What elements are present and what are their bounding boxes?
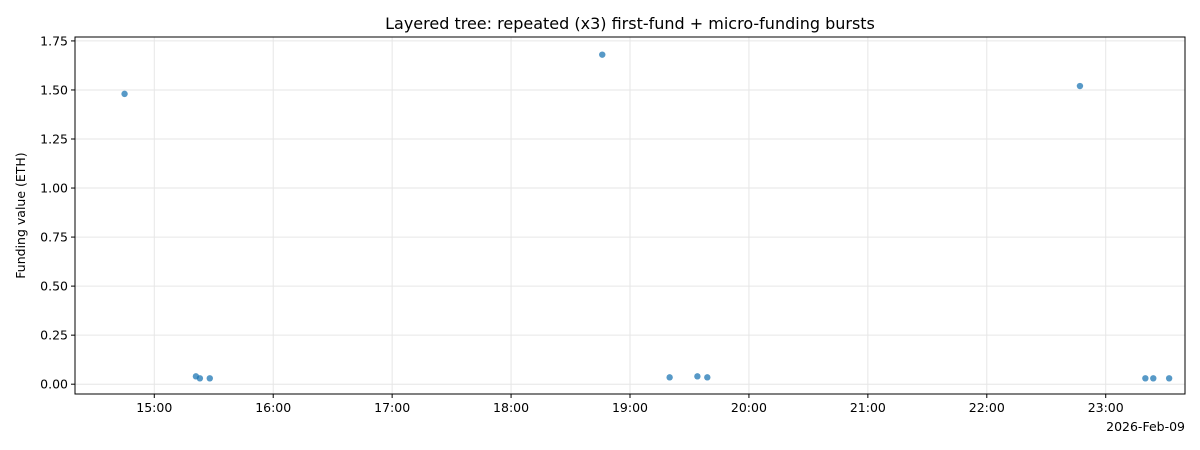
y-tick-label: 1.25 (40, 132, 68, 147)
x-tick-label: 17:00 (374, 400, 410, 415)
data-point (1150, 375, 1157, 382)
data-point (704, 374, 711, 381)
grid-lines (75, 37, 1185, 394)
x-tick-label: 21:00 (850, 400, 886, 415)
x-tick-label: 18:00 (493, 400, 529, 415)
data-point (599, 51, 606, 58)
y-tick-label: 1.00 (40, 181, 68, 196)
y-tick-label: 0.50 (40, 279, 68, 294)
y-tick-label: 0.75 (40, 230, 68, 245)
x-tick-label: 19:00 (612, 400, 648, 415)
data-point (1142, 375, 1149, 382)
date-offset-label: 2026-Feb-09 (1106, 419, 1185, 434)
x-tick-label: 15:00 (136, 400, 172, 415)
x-tick-label: 22:00 (969, 400, 1005, 415)
x-axis-ticks: 15:00 16:00 17:00 18:00 19:00 20:00 21:00 22:00… (136, 394, 1124, 415)
data-points (121, 51, 1173, 382)
data-point (196, 375, 204, 382)
x-tick-label: 23:00 (1088, 400, 1124, 415)
y-tick-label: 1.75 (40, 33, 68, 48)
y-axis-ticks: 0.00 0.25 0.50 0.75 1.00 1.25 1.50 1.75 (40, 33, 75, 392)
y-tick-label: 1.50 (40, 82, 68, 97)
x-tick-label: 20:00 (731, 400, 767, 415)
data-point (1076, 82, 1084, 90)
data-point (694, 373, 701, 380)
data-point (1165, 375, 1173, 382)
x-tick-label: 16:00 (255, 400, 291, 415)
y-tick-label: 0.25 (40, 328, 68, 343)
chart-title: Layered tree: repeated (x3) first-fund +… (385, 14, 875, 33)
y-tick-label: 0.00 (40, 377, 68, 392)
data-point (121, 90, 128, 98)
data-point (206, 375, 213, 382)
y-axis-label: Funding value (ETH) (13, 152, 28, 278)
data-point (666, 374, 673, 381)
